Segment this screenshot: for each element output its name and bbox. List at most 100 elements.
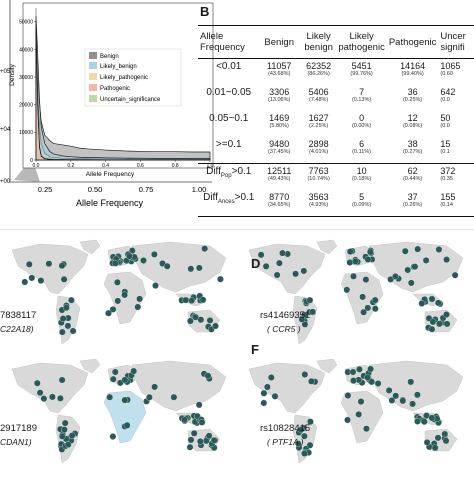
table-cell: 37 (0.26%) — [384, 190, 441, 217]
snp-id-label: rs10828415 — [260, 423, 311, 434]
table-cell: 38 (0.27%) — [402, 139, 423, 155]
table-row: DiffPop>0.1 12511 (49.43%) 7763 (10.74%) 10 (0… — [198, 163, 474, 190]
population-marker — [114, 297, 122, 305]
population-marker — [58, 432, 66, 440]
population-marker — [109, 375, 117, 383]
table-cell: 3306 (13.06%) — [268, 87, 291, 104]
panel-letter: D — [251, 256, 261, 271]
population-marker — [262, 262, 270, 270]
population-marker — [404, 266, 412, 274]
gene-label: ( CCR5 ) — [267, 324, 301, 334]
population-marker — [418, 300, 426, 307]
map-panel-d: D rs41469351 ( CCR5 ) — [237, 236, 474, 354]
population-marker — [294, 440, 302, 448]
population-marker — [123, 421, 131, 429]
population-marker — [428, 414, 436, 422]
world-map — [248, 358, 464, 464]
table-row: >=0.1 9480 (37.45%) 2898 (4.01%) 6 (0.11%) 38 (0… — [198, 137, 474, 164]
population-marker — [309, 308, 317, 316]
population-marker — [126, 252, 133, 260]
population-marker — [204, 372, 212, 380]
inset-xtick-label: 0.6 — [137, 163, 144, 169]
population-marker — [69, 327, 77, 335]
population-marker — [130, 367, 138, 375]
table-cell: 1065 (0.60 — [440, 61, 461, 77]
legend-item-benign: Benign — [89, 52, 119, 60]
population-marker — [359, 293, 366, 301]
panel-letter: B — [200, 4, 210, 19]
inset-xtick-label: 0.4 — [102, 163, 109, 169]
table-cell: 7763 (10.74%) — [298, 163, 339, 190]
outer-ytick-label: +00 — [0, 179, 11, 185]
population-marker — [443, 311, 450, 318]
density-area-pathogenic — [35, 24, 211, 161]
population-marker — [33, 379, 41, 387]
population-marker — [442, 437, 450, 445]
table-header-row: Allele Frequency Benign Likely benign Like… — [198, 25, 474, 59]
legend-swatch — [89, 84, 97, 91]
population-marker — [109, 433, 117, 440]
continent-africa — [340, 390, 384, 444]
continent-north-america — [248, 362, 326, 414]
population-marker — [371, 296, 379, 304]
population-marker — [45, 260, 53, 268]
population-marker — [195, 264, 203, 272]
legend-box — [84, 48, 182, 107]
population-marker — [151, 251, 158, 258]
population-marker — [181, 416, 188, 424]
population-marker — [355, 411, 363, 418]
table-header-cell: Allele Frequency — [200, 31, 245, 53]
table-cell: 642 (0.0 — [440, 87, 456, 104]
population-marker — [192, 313, 199, 321]
map-content — [248, 358, 464, 464]
population-marker — [367, 365, 374, 373]
table-cell: 62352 (86.26%) — [306, 61, 332, 77]
legend-item-pathogenic: Pathogenic — [89, 84, 130, 92]
density-figure: +05 +04 +00 0.25 0.50 0.75 1.00 Allele F… — [0, 0, 214, 208]
population-marker — [346, 259, 354, 266]
population-marker — [350, 377, 357, 384]
population-marker — [279, 249, 286, 257]
inset-ytick-label: 50000 — [19, 20, 33, 26]
population-marker — [301, 371, 309, 378]
population-marker — [401, 247, 409, 255]
population-marker — [267, 374, 275, 381]
population-marker — [434, 434, 442, 442]
outer-x-axis-label: Allele Frequency — [76, 198, 144, 208]
outer-xtick-label: 0.25 — [38, 185, 53, 194]
population-marker — [121, 376, 129, 384]
population-marker — [431, 444, 439, 452]
legend-label: Pathogenic — [100, 86, 130, 92]
inset-yticks: 0 10000 20000 30000 40000 50000 — [19, 20, 36, 164]
row-label: >=0.1 — [215, 139, 242, 150]
population-marker — [349, 368, 357, 376]
population-marker — [388, 397, 396, 404]
gene-label: ( PTF1A ) — [267, 437, 304, 447]
population-marker — [111, 259, 119, 267]
table-cell: 5 (0.09%) — [338, 190, 385, 217]
table-cell: 5406 (7.48%) — [308, 87, 329, 104]
population-marker — [61, 426, 68, 433]
map-content — [11, 358, 227, 464]
population-marker — [360, 308, 367, 316]
population-marker — [301, 320, 309, 328]
population-marker — [187, 317, 194, 325]
continent-north-america — [11, 243, 89, 295]
population-marker — [434, 299, 442, 307]
population-marker — [40, 395, 48, 402]
panel-letter: F — [251, 342, 259, 357]
population-marker — [182, 296, 190, 304]
outer-xtick-label: 0.75 — [139, 185, 154, 194]
continent-north-america — [11, 362, 89, 414]
population-marker — [409, 400, 416, 408]
snp-id-label: 7838117 — [0, 310, 37, 321]
table-cell: 3563 (4.93%) — [298, 190, 339, 217]
inset-xtick-label: 0.0 — [33, 163, 40, 169]
population-marker — [170, 393, 178, 401]
population-marker — [362, 276, 370, 283]
population-marker — [307, 418, 314, 426]
population-marker — [441, 430, 449, 438]
population-marker — [292, 270, 299, 278]
population-marker — [371, 305, 379, 313]
population-marker — [366, 248, 374, 256]
